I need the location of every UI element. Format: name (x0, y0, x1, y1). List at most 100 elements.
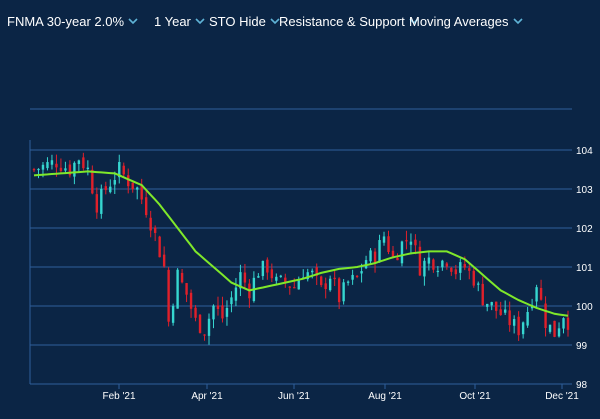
candle-body (387, 236, 390, 253)
candle-body (306, 272, 309, 280)
candle-body (477, 283, 480, 285)
candle-body (207, 318, 211, 336)
candle-body (288, 286, 291, 288)
candle-body (544, 303, 547, 329)
sto-dropdown[interactable]: STO Hide (209, 12, 281, 30)
candle-body (50, 160, 54, 165)
candle-body (454, 269, 458, 275)
candle-body (490, 302, 493, 306)
range-dropdown[interactable]: 1 Year (154, 12, 206, 30)
y-tick-label: 104 (576, 146, 593, 157)
candle-body (162, 254, 166, 267)
candle-body (257, 276, 260, 278)
candle-body (512, 319, 516, 326)
candle-body (441, 260, 444, 268)
x-axis: Feb '21 Apr '21 Jun '21 Aug '21 Oct '21 Dec '… (102, 384, 579, 402)
candle-body (328, 278, 332, 291)
y-tick-label: 102 (576, 224, 593, 235)
candle-body (562, 318, 565, 329)
candle-body (73, 162, 76, 177)
candle-body (64, 168, 67, 171)
candle-body (171, 305, 175, 323)
candle-body (557, 328, 561, 337)
candle-body (396, 257, 399, 261)
sto-label: STO Hide (209, 13, 266, 29)
candle-body (535, 287, 538, 302)
candle-body (409, 241, 413, 245)
candle-body (382, 236, 386, 243)
candle-body (315, 267, 318, 276)
candle-body (189, 292, 193, 309)
x-tick-label: Dec '21 (545, 391, 579, 402)
candle-body (95, 194, 99, 213)
candle-body (459, 262, 462, 273)
candle-body (472, 270, 475, 286)
y-tick-label: 100 (576, 302, 593, 313)
candle-body (230, 297, 233, 305)
candle-body (463, 264, 466, 268)
candle-body (445, 263, 449, 267)
y-tick-label: 101 (576, 263, 593, 274)
candlesticks (32, 152, 570, 345)
candle-body (391, 250, 395, 258)
chevron-down-icon (408, 16, 420, 26)
candle-body (118, 162, 121, 178)
candle-body (486, 303, 489, 307)
candle-body (405, 240, 408, 242)
candle-body (517, 316, 520, 336)
candle-body (131, 182, 134, 190)
candle-body (346, 281, 350, 283)
candle-body (414, 239, 417, 246)
instrument-dropdown[interactable]: FNMA 30-year 2.0% (7, 12, 139, 30)
moving-averages-label: Moving Averages (409, 13, 509, 29)
candle-body (373, 251, 377, 264)
candle-body (333, 277, 336, 280)
moving-average-path (33, 170, 569, 317)
candle-body (369, 250, 372, 262)
candle-body (499, 309, 502, 316)
x-tick-label: Apr '21 (191, 391, 223, 402)
y-axis: 104 103 102 101 100 99 98 (576, 146, 593, 391)
candle-body (149, 217, 152, 231)
chevron-down-icon (512, 16, 524, 26)
candle-body (423, 260, 426, 277)
chart-toolbar: FNMA 30-year 2.0% 1 Year STO Hide Resist… (0, 0, 600, 40)
candle-body (468, 268, 471, 271)
resistance-support-dropdown[interactable]: Resistance & Support (279, 12, 420, 30)
candle-body (351, 274, 354, 280)
candle-body (355, 275, 359, 278)
candle-body (503, 309, 507, 313)
range-label: 1 Year (154, 13, 191, 29)
candle-body (91, 169, 94, 194)
candle-body (216, 305, 220, 310)
candle-body (167, 269, 170, 322)
candle-body (279, 275, 283, 277)
moving-average-line (33, 170, 569, 317)
candle-body (100, 188, 103, 214)
candle-body (275, 276, 278, 281)
candle-body (261, 260, 265, 277)
candle-body (566, 317, 570, 330)
candle-body (293, 287, 296, 289)
candle-body (180, 272, 184, 283)
candle-body (55, 163, 58, 168)
candle-body (526, 312, 529, 326)
candle-body (136, 187, 139, 190)
candle-body (553, 320, 556, 337)
candle-body (127, 175, 130, 187)
candle-body (360, 271, 363, 274)
candle-body (324, 283, 327, 290)
candle-body (140, 184, 143, 200)
candle-body (548, 324, 552, 332)
instrument-label: FNMA 30-year 2.0% (7, 13, 125, 29)
y-tick-label: 103 (576, 185, 593, 196)
x-tick-label: Aug '21 (368, 391, 402, 402)
moving-averages-dropdown[interactable]: Moving Averages (409, 12, 524, 30)
candle-body (342, 282, 345, 302)
candle-body (221, 305, 224, 319)
candle-body (508, 310, 511, 326)
candle-body (450, 267, 453, 272)
candle-body (319, 276, 323, 286)
candle-body (77, 160, 81, 164)
